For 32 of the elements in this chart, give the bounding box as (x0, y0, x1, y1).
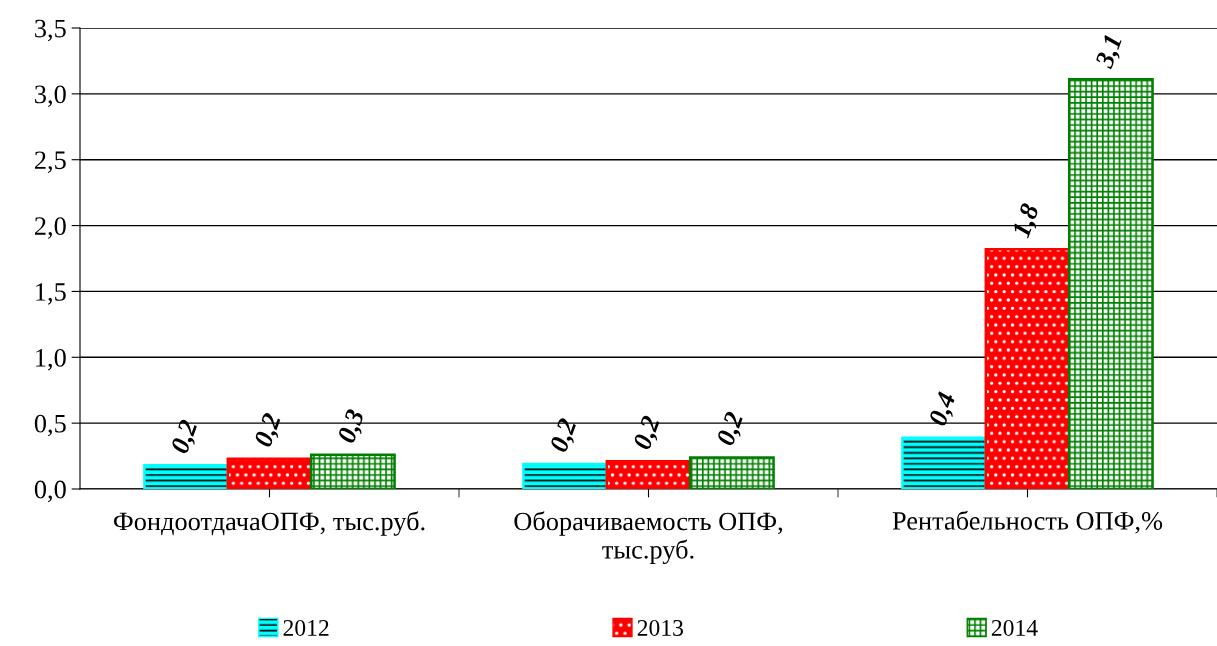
data-label: 1,8 (1011, 202, 1043, 240)
x-tick-label: ФондоотдачаОПФ, тыс.руб. (113, 511, 425, 536)
x-tick-label: Оборачиваемость ОПФ, тыс.руб. (514, 511, 783, 565)
x-tick-label: Рентабельность ОПФ,% (892, 510, 1163, 534)
legend-label: 2014 (991, 619, 1038, 636)
data-label: 0,2 (549, 417, 581, 455)
y-tick-label: 1,5 (36, 283, 66, 305)
bar (309, 453, 396, 489)
y-tick-label: 1,0 (36, 348, 66, 371)
bar (984, 248, 1071, 489)
data-label: 0,4 (928, 391, 960, 428)
y-tick-label: 3,0 (35, 85, 66, 108)
bar (605, 460, 692, 489)
y-tick-label: 0,5 (34, 414, 66, 437)
bar (1067, 78, 1154, 489)
bar (522, 462, 609, 489)
data-label: 0,2 (632, 414, 664, 452)
data-label: 0,3 (337, 408, 369, 446)
legend-label: 2012 (283, 619, 329, 636)
legend-label: 2013 (637, 619, 683, 636)
bar (688, 456, 775, 489)
bar (901, 436, 988, 489)
data-label: 0,2 (253, 412, 285, 449)
bar (143, 464, 230, 489)
y-tick-label: 2,0 (34, 217, 66, 239)
bar (226, 457, 313, 489)
y-tick-label: 3,5 (35, 19, 66, 42)
y-tick-label: 2,5 (34, 151, 66, 173)
y-tick-label: 0,0 (34, 480, 66, 503)
data-label: 0,2 (170, 418, 202, 456)
data-label: 0,2 (716, 410, 748, 448)
data-label: 3,1 (1094, 34, 1126, 71)
